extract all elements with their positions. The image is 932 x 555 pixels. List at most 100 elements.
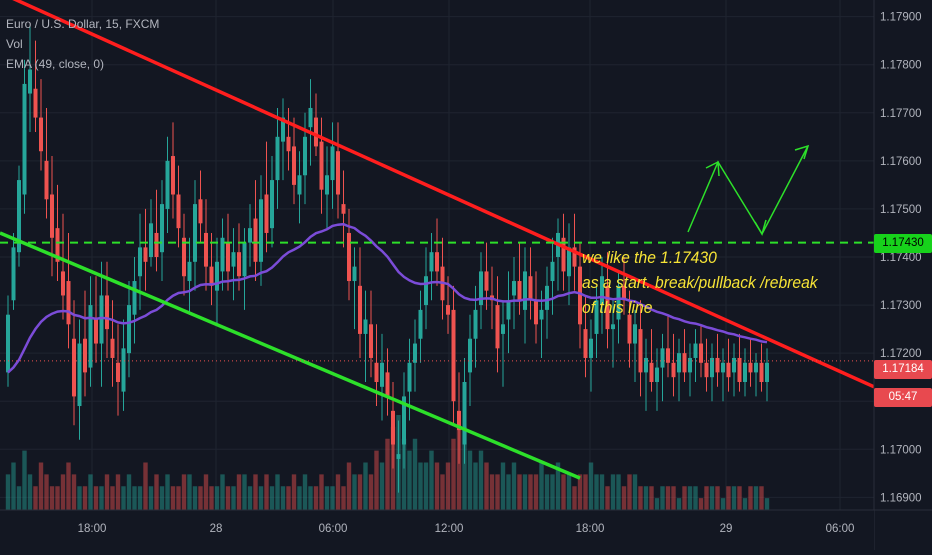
volume-bar	[451, 438, 456, 510]
candle-body	[314, 117, 318, 147]
candle-body	[688, 357, 692, 373]
candle-body	[380, 362, 384, 387]
candle-body	[358, 285, 362, 334]
candle-body	[567, 247, 571, 277]
time-axis[interactable]	[0, 510, 874, 550]
volume-bar	[467, 450, 473, 510]
volume-bar	[401, 438, 407, 510]
volume-bar	[412, 438, 418, 510]
candle-body	[248, 228, 252, 243]
volume-bar	[231, 486, 236, 510]
candle-body	[303, 136, 307, 176]
volume-bar	[275, 474, 280, 510]
candle-body	[660, 348, 665, 368]
candle-body	[182, 237, 186, 277]
volume-bar	[423, 462, 429, 510]
candle-body	[110, 338, 115, 358]
volume-bar	[198, 486, 203, 510]
chart-legend: Euro / U.S. Dollar, 15, FXCM Vol EMA (49…	[6, 14, 159, 74]
volume-bar	[27, 474, 33, 510]
candle-body	[655, 367, 659, 382]
candle-body	[347, 232, 351, 282]
candle-body	[198, 199, 203, 224]
candle-body	[286, 136, 291, 152]
candle-body	[671, 362, 676, 378]
volume-bar	[132, 486, 137, 510]
volume-bar	[11, 462, 16, 510]
channel-bottom-line[interactable]	[0, 231, 581, 480]
volume-bar	[605, 486, 610, 510]
channel-top-line[interactable]	[0, 0, 875, 389]
time-tick-label: 12:00	[435, 523, 464, 535]
ema-indicator-label[interactable]: EMA (49, close, 0)	[6, 57, 105, 71]
volume-bar	[577, 474, 583, 510]
candle-body	[424, 276, 428, 306]
candle-body	[748, 362, 753, 373]
volume-bar	[214, 486, 220, 510]
volume-bar	[495, 474, 500, 510]
candle-body	[253, 218, 258, 262]
candle-body	[215, 261, 219, 291]
candle-body	[209, 266, 214, 286]
candle-body	[572, 247, 577, 267]
volume-bar	[242, 474, 247, 510]
candle-body	[50, 194, 54, 238]
candle-body	[501, 324, 505, 334]
time-tick-label: 06:00	[319, 523, 348, 535]
candle-body	[220, 237, 225, 272]
candle-body	[633, 324, 637, 344]
candle-body	[61, 271, 65, 296]
price-tick-label: 1.17600	[880, 156, 922, 168]
projection-path[interactable]	[687, 145, 809, 236]
volume-bar	[77, 486, 82, 510]
candle-body	[699, 343, 703, 363]
volume-bar	[583, 474, 588, 510]
volume-bar	[143, 462, 148, 510]
symbol-title[interactable]: Euro / U.S. Dollar, 15, FXCM	[6, 17, 160, 31]
candle-body	[44, 160, 49, 200]
candle-body	[138, 247, 142, 277]
volume-bar	[676, 498, 682, 510]
volume-bar	[704, 486, 709, 510]
volume-bar	[126, 474, 132, 510]
candle-body	[682, 353, 687, 373]
price-tick-label: 1.17700	[880, 108, 922, 120]
candle-body	[325, 175, 329, 195]
volume-bar	[88, 474, 93, 510]
volume-bar	[572, 486, 577, 510]
candle-body	[171, 156, 175, 195]
candle-body	[28, 69, 32, 94]
candle-body	[413, 343, 417, 363]
candle-body	[484, 271, 489, 291]
price-tick-label: 1.17400	[880, 252, 922, 264]
volume-indicator-label[interactable]: Vol	[6, 37, 23, 51]
candle-body	[275, 136, 280, 181]
volume-bar	[550, 474, 555, 510]
volume-bar	[588, 462, 594, 510]
candle-body	[759, 362, 764, 382]
volume-bar	[511, 462, 517, 510]
volume-bar	[445, 462, 451, 510]
volume-bar	[517, 474, 522, 510]
candle-body	[77, 343, 82, 407]
price-axis[interactable]	[874, 0, 932, 550]
volume-bar	[308, 486, 313, 510]
candle-body	[55, 228, 60, 262]
candle-body	[39, 117, 43, 152]
volume-bar	[335, 474, 341, 510]
volume-bar	[60, 474, 66, 510]
volume-bar	[489, 474, 495, 510]
volume-bar	[368, 474, 374, 510]
candle-body	[369, 324, 373, 358]
time-tick-label: 29	[720, 523, 733, 535]
trade-annotation[interactable]: we like the 1.17430 as a start. break/pu…	[582, 245, 818, 320]
candle-body	[264, 194, 269, 233]
volume-bar	[341, 486, 346, 510]
candle-body	[204, 232, 208, 267]
candle-body	[550, 261, 555, 282]
volume-bar	[264, 474, 269, 510]
volume-bar	[726, 486, 731, 510]
volume-bar	[753, 486, 759, 510]
volume-bar	[137, 486, 143, 510]
